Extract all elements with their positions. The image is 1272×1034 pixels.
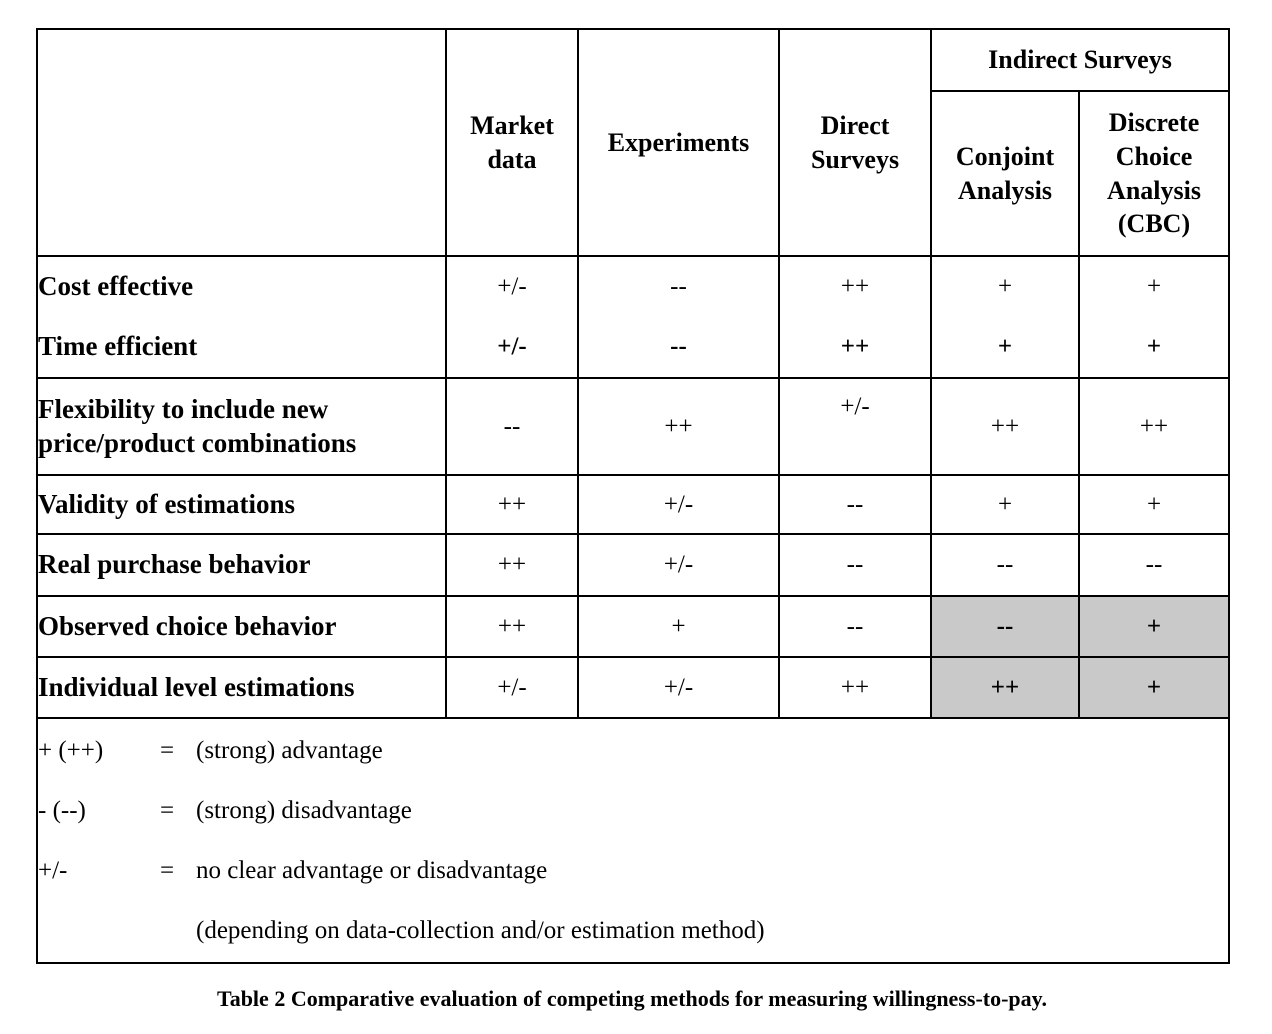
value-cell: + <box>1077 595 1231 658</box>
value-cell: -- <box>930 595 1080 658</box>
value-cell: + <box>1077 656 1231 719</box>
row-label: Cost effective <box>36 255 447 316</box>
legend-symbol: +/- <box>38 856 68 884</box>
table-row: Time efficient +/- -- ++ + + <box>36 316 1231 379</box>
legend-text: (depending on data-collection and/or est… <box>196 916 765 944</box>
legend-line: (depending on data-collection and/or est… <box>39 901 1227 961</box>
value-cell: + <box>577 595 780 658</box>
value-cell: ++ <box>778 255 932 316</box>
value-cell: + <box>930 255 1080 316</box>
header-row-top: Market data Experiments Direct Surveys I… <box>36 28 1231 257</box>
table-row: Cost effective +/- -- ++ + + <box>36 255 1231 316</box>
value-cell: + <box>930 316 1080 379</box>
column-header-experiments: Experiments <box>577 28 780 257</box>
legend-text: (strong) advantage <box>196 736 383 764</box>
table-row: Flexibility to include new price/product… <box>36 377 1231 476</box>
legend-text: (strong) disadvantage <box>196 796 412 824</box>
legend-line: - (--) = (strong) disadvantage <box>38 781 1227 841</box>
table-row: Individual level estimations +/- +/- ++ ++ + <box>36 656 1231 719</box>
value-cell: ++ <box>1077 377 1231 476</box>
value-cell: -- <box>778 533 932 597</box>
row-label: Validity of estimations <box>36 474 447 535</box>
legend-cell: + (++) = (strong) advantage - (--) = (st… <box>35 717 1231 964</box>
value-cell: + <box>1077 316 1231 379</box>
column-header-market-data: Market data <box>445 28 579 257</box>
header-row-sub: Conjoint Analysis Discrete Choice Analys… <box>37 90 1231 257</box>
row-label: Real purchase behavior <box>36 533 447 597</box>
table-body: Cost effective +/- -- ++ + + Time efficient +/-… <box>36 255 1231 719</box>
row-label: Individual level estimations <box>36 656 447 719</box>
legend-equals: = <box>160 796 175 824</box>
value-cell: + <box>1077 474 1231 535</box>
value-cell: +/- <box>445 255 579 316</box>
value-cell: ++ <box>930 377 1080 476</box>
value-cell: -- <box>778 474 932 535</box>
value-cell: +/- <box>577 656 780 719</box>
value-cell: -- <box>778 595 932 658</box>
value-cell: ++ <box>445 474 579 535</box>
value-cell: -- <box>930 533 1080 597</box>
value-cell: ++ <box>445 595 579 658</box>
value-cell: + <box>930 474 1080 535</box>
comparison-table: Market data Experiments Direct Surveys I… <box>35 28 1231 964</box>
value-cell: +/- <box>577 474 780 535</box>
value-cell: ++ <box>778 656 932 719</box>
value-cell: -- <box>577 316 780 379</box>
row-label: Time efficient <box>36 316 447 379</box>
legend-symbol: - (--) <box>38 796 86 824</box>
value-cell: ++ <box>778 316 932 379</box>
row-label: Observed choice behavior <box>36 595 447 658</box>
value-cell: -- <box>445 377 579 476</box>
table-row: Validity of estimations ++ +/- -- + + <box>36 474 1231 535</box>
column-header-conjoint-analysis: Conjoint Analysis <box>930 90 1080 257</box>
value-cell: +/- <box>445 656 579 719</box>
column-group-header-indirect-surveys: Indirect Surveys <box>929 28 1231 92</box>
legend-equals: = <box>160 736 175 764</box>
legend-equals: = <box>160 856 175 884</box>
column-header-discrete-choice-analysis: Discrete Choice Analysis (CBC) <box>1077 90 1231 257</box>
value-cell: ++ <box>577 377 780 476</box>
value-cell: + <box>1077 255 1231 316</box>
value-cell: -- <box>577 255 780 316</box>
column-header-direct-surveys: Direct Surveys <box>778 28 932 257</box>
legend-text: no clear advantage or disadvantage <box>196 856 548 884</box>
value-cell: -- <box>1077 533 1231 597</box>
table-caption: Table 2 Comparative evaluation of compet… <box>217 986 1047 1011</box>
value-cell: +/- <box>778 377 932 476</box>
row-label: Flexibility to include new price/product… <box>36 377 447 476</box>
legend-row: + (++) = (strong) advantage - (--) = (st… <box>35 717 1231 964</box>
table-row: Observed choice behavior ++ + -- -- + <box>36 595 1231 658</box>
legend-symbol: + (++) <box>38 736 104 764</box>
value-cell: +/- <box>577 533 780 597</box>
value-cell: ++ <box>445 533 579 597</box>
value-cell: +/- <box>445 316 579 379</box>
legend-line: +/- = no clear advantage or disadvantage <box>38 841 1227 901</box>
table-row: Real purchase behavior ++ +/- -- -- -- <box>36 533 1231 597</box>
value-cell: ++ <box>930 656 1080 719</box>
corner-cell <box>36 28 447 257</box>
legend-line: + (++) = (strong) advantage <box>38 721 1227 781</box>
